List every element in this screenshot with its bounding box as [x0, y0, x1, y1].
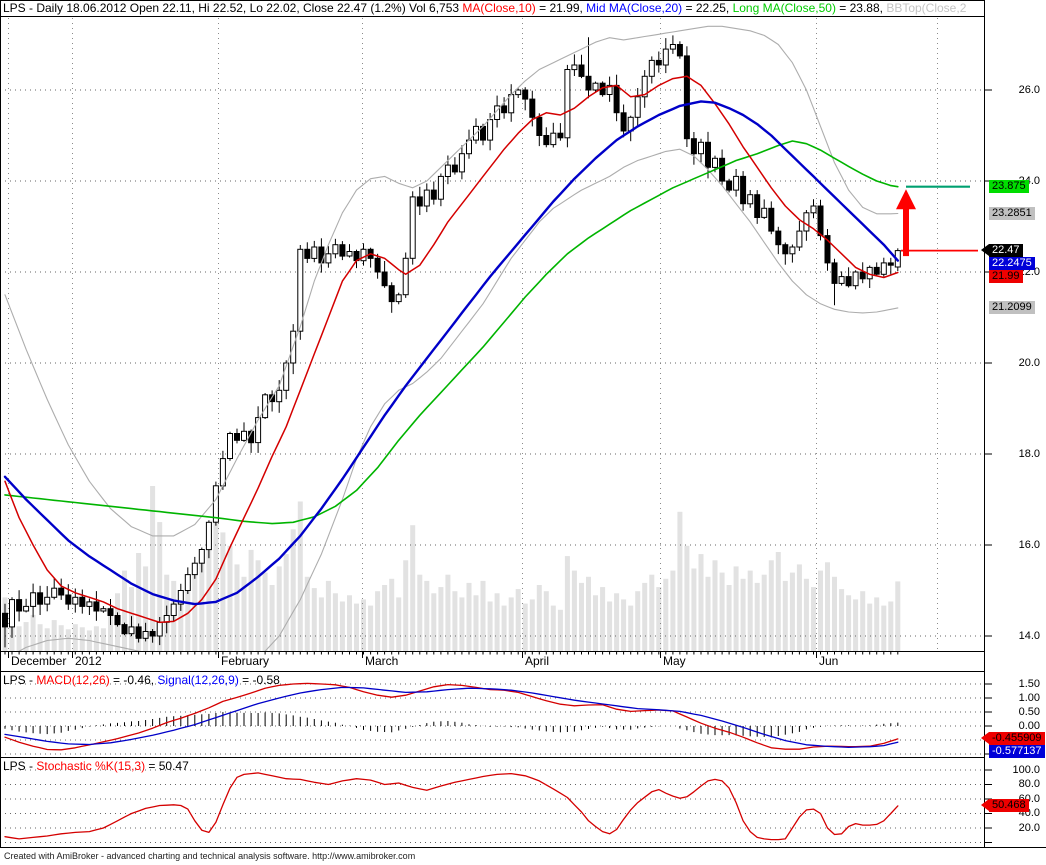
stochastic-panel-title: LPS - Stochastic %K(15,3) = 50.47 — [3, 759, 503, 774]
stoch-title-segment: = 50.47 — [145, 759, 189, 773]
month-label: February — [221, 654, 270, 668]
axis-tick-label: 20.0 — [1018, 821, 1040, 834]
price-title-segment: BBTop(Close,2 — [886, 1, 967, 15]
value-badge: -0.577137 — [989, 745, 1045, 759]
axis-tick-label: 16.0 — [1018, 538, 1040, 551]
macd-title-segment: MACD(12,26) — [36, 673, 110, 687]
value-badge: 21.99 — [989, 270, 1023, 284]
axis-tick-label: 26.0 — [1018, 83, 1040, 96]
price-title-segment: Mid MA(Close,20) — [586, 1, 683, 15]
axis-tick-label: 1.50 — [1018, 677, 1040, 690]
macd-title-segment: = -0.58 — [238, 673, 280, 687]
axis-tick-label: 1.00 — [1018, 691, 1040, 704]
value-badge: 50.468 — [981, 799, 1029, 813]
month-label: March — [365, 654, 399, 668]
price-title-segment: = 23.88, — [835, 1, 887, 15]
badge-pointer-icon — [981, 732, 989, 745]
stoch-title-segment: Stochastic %K(15,3) — [36, 759, 146, 773]
month-label: December — [11, 654, 67, 668]
axis-tick-label: 80.0 — [1018, 778, 1040, 790]
amibroker-credit-text: Created with AmiBroker - advanced charti… — [4, 851, 416, 861]
price-title-segment: = 22.25, — [682, 1, 733, 15]
month-label: Jun — [819, 654, 839, 668]
axis-tick-label: 0.00 — [1018, 719, 1040, 732]
axis-tick-label: 100.0 — [1012, 763, 1040, 776]
month-label: April — [525, 654, 550, 668]
macd-title-segment: = -0.46, — [109, 673, 158, 687]
axis-tick-label: 20.0 — [1018, 356, 1040, 369]
stoch-title-segment: LPS - — [3, 759, 37, 773]
price-title-segment: = 21.99, — [535, 1, 587, 15]
value-badge: -0.455909 — [981, 732, 1045, 746]
month-label: 2012 — [75, 654, 102, 668]
badge-pointer-icon — [981, 799, 989, 812]
macd-title-segment: LPS - — [3, 673, 37, 687]
value-badge: 21.2099 — [989, 301, 1035, 315]
macd-title-segment: Signal(12,26,9) — [157, 673, 239, 687]
price-panel-title: LPS - Daily 18.06.2012 Open 22.11, Hi 22… — [3, 1, 983, 16]
axis-tick-label: 14.0 — [1018, 629, 1040, 642]
value-badge: 23.875 — [989, 180, 1029, 194]
value-badge: 23.2851 — [989, 207, 1035, 220]
axis-tick-label: 18.0 — [1018, 447, 1040, 460]
price-panel[interactable] — [0, 17, 985, 652]
price-title-segment: MA(Close,10) — [462, 1, 536, 15]
value-badge: 22.2475 — [989, 257, 1035, 271]
macd-panel-title: LPS - MACD(12,26) = -0.46, Signal(12,26,… — [3, 673, 503, 688]
value-badge: 22.47 — [981, 244, 1023, 258]
price-title-segment: Long MA(Close,50) — [732, 1, 836, 15]
axis-tick-label: 0.50 — [1018, 705, 1040, 718]
price-title-segment: LPS - Daily 18.06.2012 Open 22.11, Hi 22… — [3, 1, 463, 15]
month-label: May — [663, 654, 686, 668]
badge-pointer-icon — [981, 244, 989, 257]
